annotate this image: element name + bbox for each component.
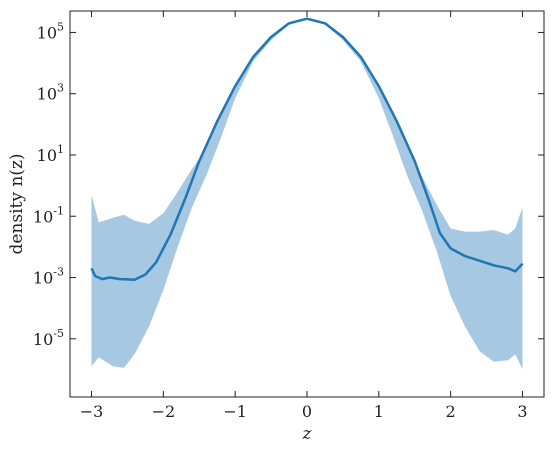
x-tick-label: 3 bbox=[517, 402, 527, 421]
density-line bbox=[90, 17, 524, 281]
x-axis-label: z bbox=[302, 424, 313, 444]
y-tick-label: 103 bbox=[37, 82, 64, 104]
ticks-layer: −3 −2 −1 0 1 2 3 105 103 101 10-1 10-3 10-5 bbox=[33, 11, 544, 421]
x-tick-label: 2 bbox=[446, 402, 456, 421]
x-tick-label: 1 bbox=[374, 402, 384, 421]
y-tick-label: 105 bbox=[37, 20, 64, 42]
x-tick-label: −1 bbox=[223, 402, 247, 421]
y-tick-label: 10-5 bbox=[33, 327, 64, 349]
y-axis-label: density n(z) bbox=[7, 153, 27, 254]
y-tick-label: 101 bbox=[37, 143, 64, 165]
y-tick-label: 10-1 bbox=[33, 204, 64, 226]
x-tick-label: −3 bbox=[80, 402, 104, 421]
confidence-band bbox=[91, 18, 523, 370]
density-line-layer bbox=[90, 17, 524, 281]
confidence-band-layer bbox=[91, 18, 523, 370]
x-tick-label: −2 bbox=[152, 402, 176, 421]
x-tick-label: 0 bbox=[302, 402, 312, 421]
y-tick-label: 10-3 bbox=[33, 266, 64, 288]
